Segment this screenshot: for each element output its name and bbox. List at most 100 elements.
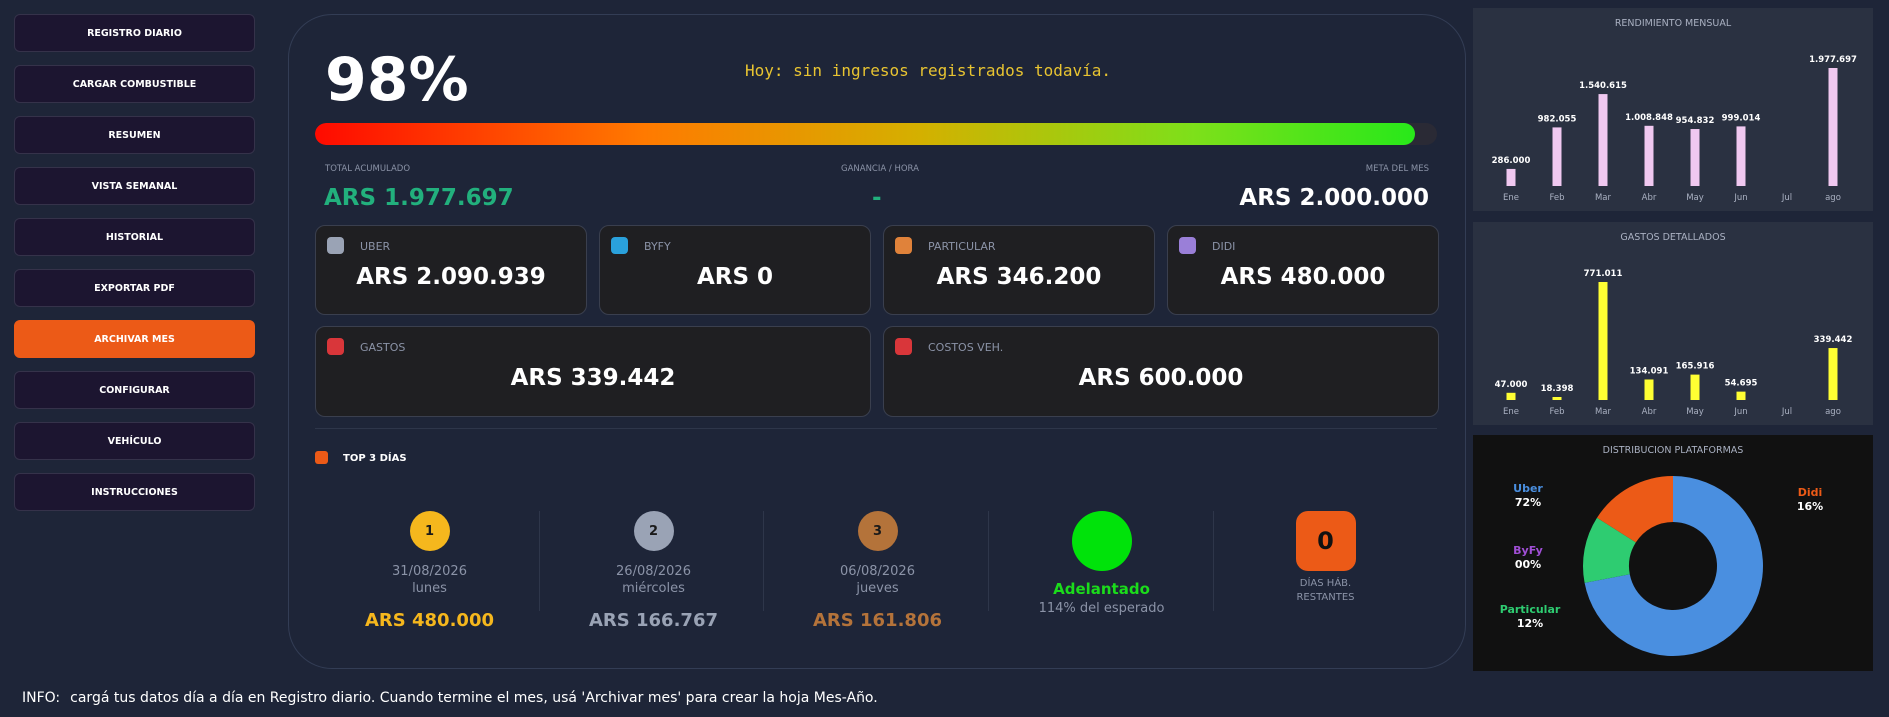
progress-bar [315,123,1437,145]
info-prefix: INFO: [22,690,61,706]
bar-value-label: 286.000 [1492,156,1531,166]
legend-name: Particular [1500,603,1561,616]
platform-card-byfy: BYFY ARS 0 [599,225,871,315]
chart-title: GASTOS DETALLADOS [1620,232,1726,243]
bar-value-label: 982.055 [1538,114,1577,124]
dashboard-panel: 98% Hoy: sin ingresos registrados todaví… [288,14,1466,669]
card-value: ARS 346.200 [936,264,1102,290]
sidebar-item-historial[interactable]: HISTORIAL [14,218,255,256]
card-title: GASTOS [360,341,406,354]
status-subtext: 114% del esperado [1038,601,1165,616]
bar-abr [1644,379,1654,400]
expenses-svg: 47.000 Ene 18.398 Feb 771.011 Mar 134.091 Abr 16… [1495,269,1853,417]
sidebar: REGISTRO DIARIO CARGAR COMBUSTIBLE RESUM… [14,14,255,524]
x-tick-label: Ene [1503,407,1519,417]
today-message: Hoy: sin ingresos registrados todavía. [745,61,1112,80]
day-weekday: lunes [412,581,447,596]
sidebar-item-vista-semanal[interactable]: VISTA SEMANAL [14,167,255,205]
rate-label: GANANCIA / HORA [841,164,919,174]
day-weekday: jueves [856,581,899,596]
bar-ago [1828,348,1838,400]
bar-ene [1506,168,1516,186]
days-remaining-label: DÍAS HÁB. RESTANTES [1213,577,1438,605]
slice-particular [1583,517,1636,583]
day-weekday: miércoles [622,581,685,596]
didi-color-swatch [1179,237,1196,254]
x-tick-label: Feb [1549,193,1564,203]
info-text: cargá tus datos día a día en Registro di… [70,690,878,706]
goal-label: META DEL MES [1365,164,1429,174]
x-tick-label: May [1686,407,1704,417]
divider [315,428,1437,429]
day-date: 06/08/2026 [840,564,915,579]
total-label: TOTAL ACUMULADO [325,164,411,174]
card-title: PARTICULAR [928,240,996,253]
particular-color-swatch [895,237,912,254]
sidebar-item-resumen[interactable]: RESUMEN [14,116,255,154]
sidebar-item-configurar[interactable]: CONFIGURAR [14,371,255,409]
card-title: DIDI [1212,240,1236,253]
bar-value-label: 165.916 [1676,362,1715,372]
legend-percent: 16% [1797,500,1823,513]
slice-uber [1584,476,1763,656]
bar-value-label: 1.540.615 [1579,81,1627,91]
column-divider [539,511,540,611]
bar-value-label: 1.008.848 [1625,113,1673,123]
expenses-chart: 47.000 Ene 18.398 Feb 771.011 Mar 134.091 Abr 16… [1473,222,1873,425]
progress-bar-fill [315,123,1415,145]
x-tick-label: Feb [1549,407,1564,417]
sidebar-item-cargar-combustible[interactable]: CARGAR COMBUSTIBLE [14,65,255,103]
platform-distribution-chart: Uber 72% ByFy 00% Particular 12% Didi 16% DISTR… [1473,435,1873,671]
gastos-color-swatch [327,338,344,355]
days-remaining: 0 DÍAS HÁB. RESTANTES [1213,511,1438,605]
legend-name: ByFy [1513,544,1543,557]
bar-feb [1552,127,1562,186]
card-value: ARS 600.000 [1078,365,1244,391]
cost-card-gastos: GASTOS ARS 339.442 [315,326,871,417]
bar-feb [1552,397,1562,400]
card-title: BYFY [644,240,671,253]
rank-badge: 3 [857,511,898,551]
card-value: ARS 0 [696,264,774,290]
sidebar-item-exportar-pdf[interactable]: EXPORTAR PDF [14,269,255,307]
card-title: UBER [360,240,391,253]
costos-veh-color-swatch [895,338,912,355]
day-amount: ARS 166.767 [588,610,718,631]
x-tick-label: Mar [1595,407,1612,417]
column-divider [988,511,989,611]
top3-marker [315,451,328,464]
x-tick-label: Abr [1642,407,1657,417]
sidebar-item-instrucciones[interactable]: INSTRUCCIONES [14,473,255,511]
platform-card-didi: DIDI ARS 480.000 [1167,225,1439,315]
legend-percent: 00% [1515,558,1541,571]
bar-abr [1644,125,1654,186]
days-remaining-value: 0 [1295,511,1356,571]
sidebar-item-archivar-mes[interactable]: ARCHIVAR MES [14,320,255,358]
bar-value-label: 47.000 [1495,380,1528,390]
slice-didi [1597,476,1673,543]
total-value: ARS 1.977.697 [324,185,514,211]
card-title: COSTOS VEH. [928,341,1004,354]
days-label-line-1: DÍAS HÁB. [1299,578,1352,589]
card-value: ARS 339.442 [510,365,676,391]
day-amount: ARS 161.806 [812,610,942,631]
sidebar-item-vehiculo[interactable]: VEHÍCULO [14,422,255,460]
top-day-1: 1 31/08/2026 lunes ARS 480.000 [317,511,542,631]
column-divider [1213,511,1214,611]
x-tick-label: Jul [1781,407,1792,417]
x-tick-label: Jun [1733,407,1747,417]
sidebar-item-registro-diario[interactable]: REGISTRO DIARIO [14,14,255,52]
bar-value-label: 1.977.697 [1809,55,1857,65]
uber-color-swatch [327,237,344,254]
chart-title: DISTRIBUCION PLATAFORMAS [1602,445,1744,456]
monthly-performance-svg: 286.000 Ene 982.055 Feb 1.540.615 Mar 1.008.84… [1492,55,1857,203]
card-value: ARS 2.090.939 [356,264,546,290]
bar-jun [1736,391,1746,400]
bar-value-label: 771.011 [1584,269,1623,279]
bar-value-label: 18.398 [1541,384,1574,394]
bar-value-label: 54.695 [1725,379,1758,389]
platform-card-particular: PARTICULAR ARS 346.200 [883,225,1155,315]
top3-title: TOP 3 DÍAS [343,453,407,464]
bar-may [1690,129,1700,186]
